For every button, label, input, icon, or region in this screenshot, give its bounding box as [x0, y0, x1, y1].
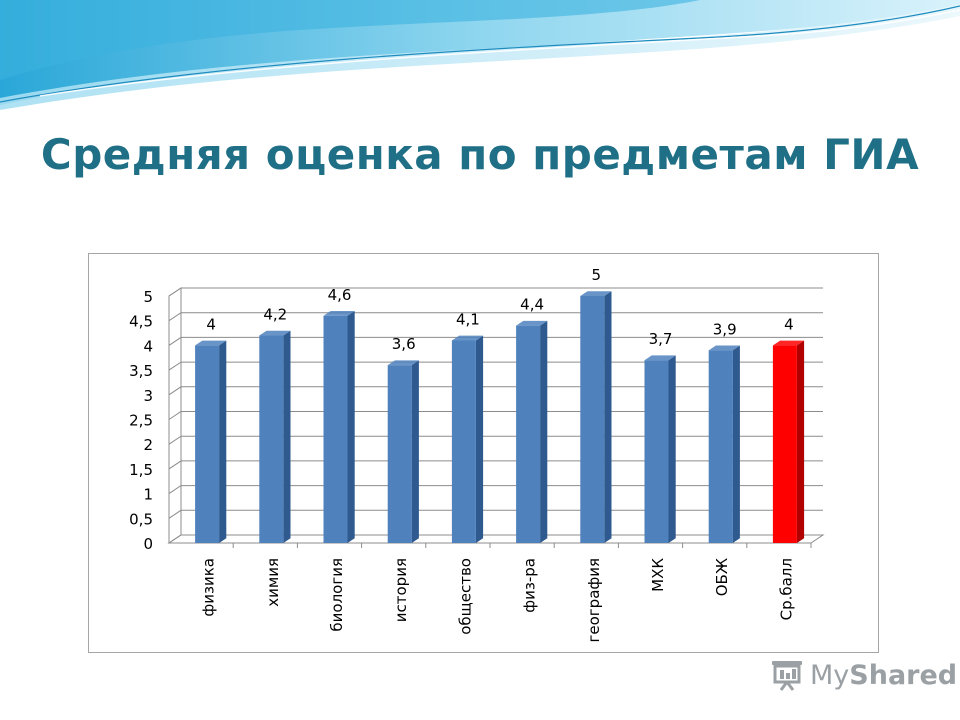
data-label: 3,6: [392, 335, 416, 353]
y-tick-label: 0: [143, 535, 153, 553]
y-tick-label: 1,5: [129, 461, 153, 479]
x-tick-label: химия: [264, 558, 282, 607]
slide-title: Средняя оценка по предметам ГИА: [40, 130, 920, 179]
bar: [772, 340, 805, 543]
gridline: [168, 287, 823, 297]
y-tick-label: 4,5: [129, 313, 153, 331]
x-tick-label: ОБЖ: [713, 558, 731, 596]
data-label: 4,1: [456, 310, 480, 328]
data-label: 4,4: [520, 296, 544, 314]
data-label: 3,9: [713, 320, 737, 338]
x-tick-label: Ср.балл: [777, 558, 795, 620]
y-tick-label: 3: [143, 387, 153, 405]
y-tick-label: 4: [143, 337, 153, 355]
bar: [516, 320, 548, 543]
chart-container: 0 0,5 1 1,5 2 2,5 3 3,5 4 4,5 5 4 физика 4,2 химия 4,6 б…: [88, 253, 879, 653]
watermark-my: My: [810, 659, 850, 691]
data-label: 3,7: [649, 330, 673, 348]
y-tick-label: 3,5: [129, 362, 153, 380]
y-tick-label: 1: [143, 486, 153, 504]
y-tick-label: 5: [143, 288, 153, 306]
bar: [259, 330, 291, 543]
data-label: 4: [784, 315, 794, 333]
x-tick-label: общество: [456, 558, 474, 635]
bar: [323, 310, 355, 543]
data-label: 5: [592, 266, 602, 284]
x-tick-label: физика: [200, 558, 218, 617]
bar: [451, 335, 484, 543]
data-label: 4,6: [328, 286, 352, 304]
bar: [644, 355, 676, 543]
projector-screen-icon: [772, 661, 802, 691]
x-tick-label: история: [392, 558, 410, 622]
x-tick-label: биология: [328, 558, 346, 632]
data-label: 4: [206, 315, 216, 333]
x-tick-label: МХК: [649, 558, 667, 592]
y-tick-label: 2,5: [129, 412, 153, 430]
x-tick-label: география: [585, 558, 603, 642]
data-label: 4,2: [263, 306, 287, 324]
bar: [195, 340, 227, 543]
bar: [387, 360, 419, 543]
bar: [580, 291, 612, 543]
watermark: MyShared: [770, 655, 957, 695]
bar-chart: 0 0,5 1 1,5 2 2,5 3 3,5 4 4,5 5 4 физика 4,2 химия 4,6 б…: [129, 266, 825, 642]
watermark-shared: Shared: [849, 659, 958, 691]
x-tick-label: физ-ра: [521, 558, 539, 613]
y-tick-label: 0,5: [129, 510, 153, 528]
y-tick-label: 2: [143, 436, 153, 454]
decorative-waves: [0, 0, 960, 110]
bar: [708, 345, 740, 543]
